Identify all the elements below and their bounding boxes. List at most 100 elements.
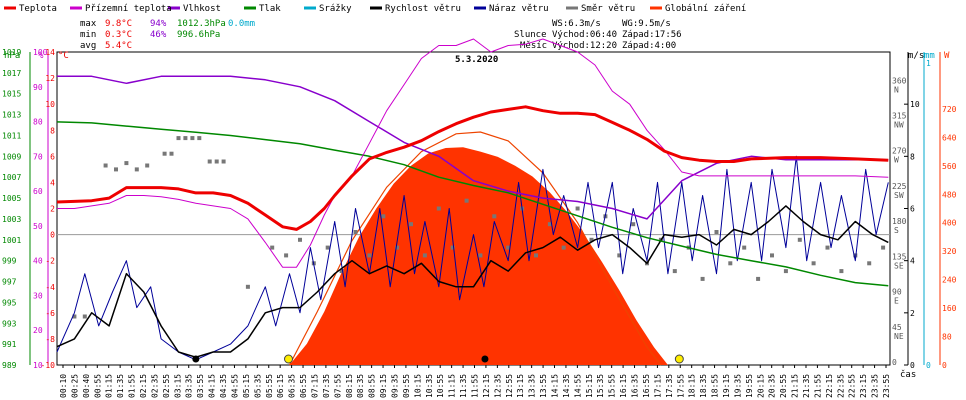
x-tick-5: 01:35 [116, 374, 125, 398]
hpa-tick-12: 995 [2, 298, 17, 307]
hpa-tick-13: 993 [2, 319, 17, 328]
dir-point-31 [464, 198, 469, 203]
temp-tick-1: 12 [45, 74, 55, 83]
dir-point-6 [145, 163, 150, 168]
dir-point-54 [783, 269, 788, 274]
series-theoretical-radiation [288, 131, 662, 366]
dir-tick-5: 135 [892, 252, 907, 261]
moon-set: Západ:4:00 [622, 41, 676, 51]
hpa-tick-14: 991 [2, 340, 17, 349]
hpa-tick-5: 1009 [2, 152, 21, 161]
legend-label-6: Náraz větru [489, 4, 549, 14]
x-tick-1: 00:25 [70, 374, 79, 398]
hpa-tick-4: 1011 [2, 131, 21, 140]
pct-tick-6: 40 [33, 257, 43, 266]
dir-point-39 [575, 206, 580, 211]
dir-point-48 [700, 276, 705, 281]
stat-min-press: 996.6hPa [177, 30, 220, 40]
dir-point-56 [811, 261, 816, 266]
temp-tick-7: 0 [50, 231, 55, 240]
dir-point-17 [270, 245, 275, 250]
ms-tick-1: 8 [910, 152, 915, 161]
x-tick-54: 17:55 [676, 374, 685, 398]
x-tick-60: 19:55 [745, 374, 754, 398]
x-tick-12: 03:55 [196, 374, 205, 398]
x-tick-44: 14:35 [562, 374, 571, 398]
x-tick-37: 12:15 [482, 374, 491, 398]
w-tick-9: 0 [942, 361, 947, 370]
x-tick-19: 06:15 [276, 374, 285, 398]
dir-point-28 [422, 253, 427, 258]
pct-tick-4: 60 [33, 187, 43, 196]
x-tick-33: 10:55 [436, 374, 445, 398]
sunset-marker [674, 354, 684, 364]
pct-tick-9: 10 [33, 361, 43, 370]
legend-label-3: Tlak [259, 4, 281, 14]
x-tick-72: 23:55 [882, 374, 891, 398]
hpa-tick-9: 1001 [2, 236, 21, 245]
dir-point-57 [825, 245, 830, 250]
x-tick-28: 09:15 [379, 374, 388, 398]
x-tick-31: 10:15 [413, 374, 422, 398]
x-tick-27: 08:55 [368, 374, 377, 398]
x-tick-23: 07:35 [322, 374, 331, 398]
hpa-tick-15: 989 [2, 361, 17, 370]
w-tick-7: 160 [942, 304, 957, 313]
legend-label-8: Globální záření [665, 4, 746, 14]
stat-max-hum: 94% [150, 19, 167, 29]
x-axis-label: čas [900, 369, 916, 380]
temp-tick-8: -2 [45, 257, 55, 266]
x-tick-2: 00:40 [82, 374, 91, 398]
x-tick-55: 18:15 [688, 374, 697, 398]
dir-point-5 [134, 167, 139, 172]
sun-rise: Východ:06:40 [552, 30, 617, 40]
dir-point-8 [169, 151, 174, 156]
temp-tick-12: -10 [41, 361, 56, 370]
x-tick-64: 21:15 [791, 374, 800, 398]
x-tick-56: 18:35 [699, 374, 708, 398]
axis-hpa-unit: hPa [4, 51, 20, 61]
hpa-tick-3: 1013 [2, 111, 21, 120]
x-tick-30: 09:55 [402, 374, 411, 398]
mm-tick-0: 1 [926, 59, 931, 68]
x-tick-20: 06:35 [288, 374, 297, 398]
dir-point-14 [214, 159, 219, 164]
dir-point-50 [728, 261, 733, 266]
x-tick-4: 01:15 [105, 374, 114, 398]
x-tick-15: 04:55 [230, 374, 239, 398]
dir-point-13 [207, 159, 212, 164]
hpa-tick-2: 1015 [2, 90, 21, 99]
x-tick-29: 09:35 [390, 374, 399, 398]
dir-label-5: SE [894, 261, 904, 270]
w-tick-1: 640 [942, 133, 957, 142]
stat-min-label: min [80, 30, 96, 40]
x-tick-13: 04:15 [208, 374, 217, 398]
dir-tick-3: 225 [892, 182, 907, 191]
temp-tick-6: 2 [50, 205, 55, 214]
legend-label-1: Přízemní teplota [85, 4, 172, 14]
dir-point-34 [506, 245, 511, 250]
temp-tick-10: -6 [45, 309, 55, 318]
dir-tick-1: 315 [892, 112, 907, 121]
mm-tick-1: 0 [926, 361, 931, 370]
temp-tick-11: -8 [45, 335, 55, 344]
dir-point-29 [436, 206, 441, 211]
dir-label-2: W [894, 156, 899, 165]
x-tick-16: 05:15 [242, 374, 251, 398]
w-tick-5: 320 [942, 247, 957, 256]
dir-point-24 [367, 253, 372, 258]
w-tick-0: 720 [942, 105, 957, 114]
x-tick-25: 08:15 [345, 374, 354, 398]
x-tick-9: 02:55 [162, 374, 171, 398]
temp-tick-9: -4 [45, 283, 55, 292]
hpa-tick-1: 1017 [2, 69, 21, 78]
hpa-tick-8: 1003 [2, 215, 21, 224]
ms-tick-0: 10 [910, 100, 920, 109]
temp-tick-0: 14 [45, 48, 55, 57]
x-tick-71: 23:35 [871, 374, 880, 398]
dir-point-15 [221, 159, 226, 164]
pct-tick-2: 80 [33, 118, 43, 127]
axis-temp-unit: °C [58, 51, 69, 61]
stat-max-label: max [80, 19, 97, 29]
x-tick-69: 22:55 [848, 374, 857, 398]
